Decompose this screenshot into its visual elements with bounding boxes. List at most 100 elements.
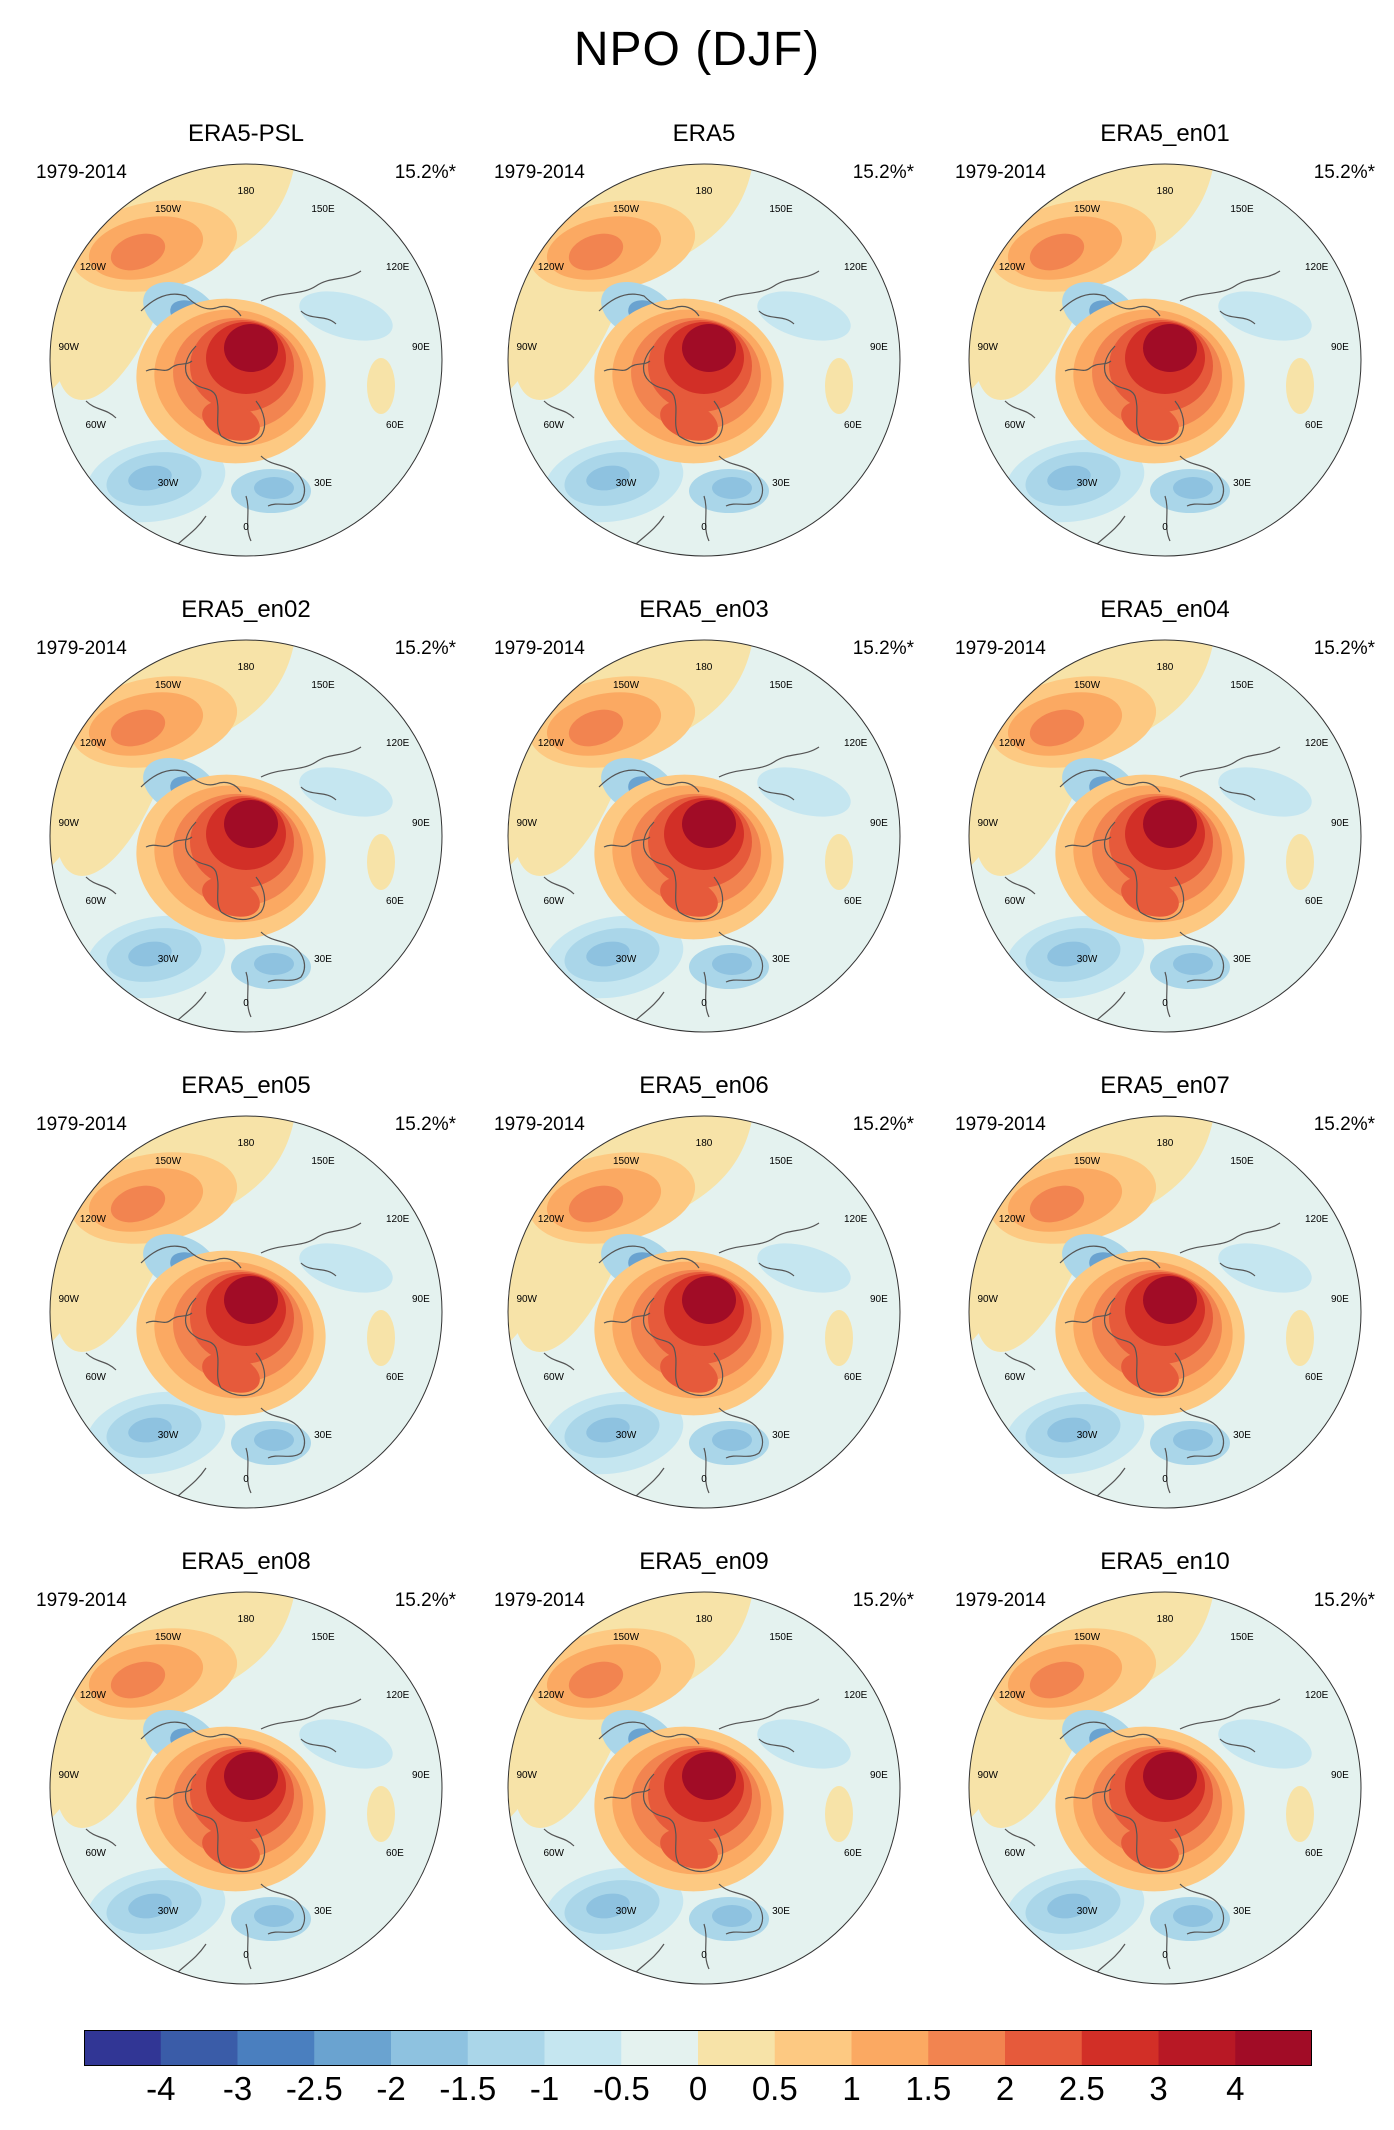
longitude-label: 30E (1233, 478, 1251, 489)
coastline (543, 876, 575, 895)
longitude-label: 150W (1074, 680, 1101, 691)
greenland-lobe (1121, 877, 1179, 917)
greenland-lobe (202, 877, 260, 917)
longitude-label: 150E (311, 204, 335, 215)
coastline (1064, 836, 1112, 848)
longitude-label: 60W (1004, 420, 1025, 431)
arctic-high-core (682, 1752, 736, 1800)
polar-map: 180 150E 120E 90E 60E 30E 0 30W 60W 90W 120W 150W (49, 1591, 443, 1985)
longitude-label: 150W (1074, 1632, 1101, 1643)
longitude-label: 120E (386, 738, 410, 749)
longitude-label: 90E (870, 1770, 888, 1781)
polar-map: 180 150E 120E 90E 60E 30E 0 30W 60W 90W 120W 150W (49, 639, 443, 1033)
colorbar-tick-label: 3 (1149, 2070, 1168, 2107)
longitude-label: 120W (999, 262, 1026, 273)
coastline (1059, 1245, 1161, 1269)
arctic-high-core (1143, 1276, 1197, 1324)
longitude-label: 150W (155, 1156, 182, 1167)
coastline (145, 1312, 193, 1324)
period-label: 1979-2014 (955, 1114, 1046, 1135)
coastline (703, 971, 710, 1018)
variance-label: 15.2%* (1313, 1114, 1375, 1135)
map-panel: ERA5_en09 1979-2014 15.2%* 180 150E 120E 90E 60… (494, 1548, 914, 1988)
coastline (85, 1352, 117, 1371)
atlantic-low-core (586, 941, 630, 967)
longitude-label: 30W (1077, 478, 1098, 489)
coastline (1004, 1828, 1036, 1847)
longitude-label: 30E (314, 478, 332, 489)
coastline (1064, 360, 1112, 372)
colorbar-swatch (1005, 2030, 1083, 2066)
colorbar-tick-label: 1 (842, 2070, 861, 2107)
panel-title: ERA5-PSL (187, 120, 305, 147)
variance-label: 15.2%* (1313, 638, 1375, 659)
greenland-lobe (660, 1353, 718, 1393)
coastline (678, 1828, 724, 1873)
colorbar-tick-label: -4 (146, 2070, 176, 2107)
longitude-label: 60E (844, 896, 862, 907)
longitude-label: 120E (386, 1690, 410, 1701)
siberia-negative (299, 1719, 393, 1769)
arctic-high-core (682, 1276, 736, 1324)
longitude-label: 150E (311, 1632, 335, 1643)
colorbar (84, 2030, 1312, 2066)
greenland-lobe (660, 401, 718, 441)
longitude-label: 60W (85, 896, 106, 907)
longitude-label: 180 (238, 662, 255, 673)
europe-low-core (1173, 1429, 1213, 1451)
map-boundary (507, 1591, 901, 1985)
anomaly-field (50, 1116, 442, 1508)
longitude-label: 60W (85, 420, 106, 431)
period-label: 1979-2014 (494, 638, 585, 659)
longitude-label: 60E (386, 1372, 404, 1383)
asia-positive-spot (1286, 834, 1314, 890)
longitude-label: 180 (696, 186, 713, 197)
longitude-label: 150W (155, 204, 182, 215)
coastline (718, 1883, 764, 1935)
coastline (300, 310, 337, 325)
atlantic-low-core (586, 465, 630, 491)
colorbar-tick-label: -2 (376, 2070, 406, 2107)
longitude-label: 0 (701, 522, 707, 533)
longitude-label: 150W (1074, 1156, 1101, 1167)
longitude-label: 120E (844, 738, 868, 749)
longitude-label: 90W (977, 1770, 998, 1781)
coastline (85, 876, 117, 895)
atlantic-low-core (128, 1417, 172, 1443)
panel-title: ERA5 (672, 120, 736, 147)
atlantic-low-core (1047, 1417, 1091, 1443)
anomaly-field (50, 640, 442, 1032)
longitude-label: 150E (1230, 680, 1254, 691)
period-label: 1979-2014 (36, 162, 127, 183)
longitude-label: 0 (1162, 998, 1168, 1009)
atlantic-low-core (128, 465, 172, 491)
longitude-label: 120W (80, 262, 107, 273)
map-panel: ERA5_en10 1979-2014 15.2%* 180 150E 120E 90E 60… (955, 1548, 1375, 1988)
longitude-label: 60E (844, 1372, 862, 1383)
longitude-label: 30W (1077, 1430, 1098, 1441)
asia-positive-spot (825, 1310, 853, 1366)
period-label: 1979-2014 (955, 1590, 1046, 1611)
coastline (140, 1721, 242, 1745)
longitude-label: 90W (516, 818, 537, 829)
longitude-label: 0 (1162, 522, 1168, 533)
pacific-high-core (568, 1185, 624, 1223)
coastline (1059, 769, 1161, 793)
siberia-negative (299, 1243, 393, 1293)
longitude-label: 120W (80, 738, 107, 749)
arctic-high-core (224, 1276, 278, 1324)
longitude-label: 180 (696, 662, 713, 673)
map-panel: ERA5 1979-2014 15.2%* 180 150E 120E 90E 60E 30E 0… (494, 120, 914, 560)
variance-label: 15.2%* (852, 1590, 914, 1611)
arctic-high-core (682, 800, 736, 848)
longitude-label: 30E (772, 478, 790, 489)
longitude-label: 120E (1305, 262, 1329, 273)
coastline (260, 1222, 362, 1254)
longitude-label: 60W (1004, 1372, 1025, 1383)
coastline (260, 1407, 306, 1459)
longitude-label: 150W (1074, 204, 1101, 215)
anomaly-field (969, 164, 1361, 556)
coastline (718, 931, 764, 983)
coastline (703, 1447, 710, 1494)
